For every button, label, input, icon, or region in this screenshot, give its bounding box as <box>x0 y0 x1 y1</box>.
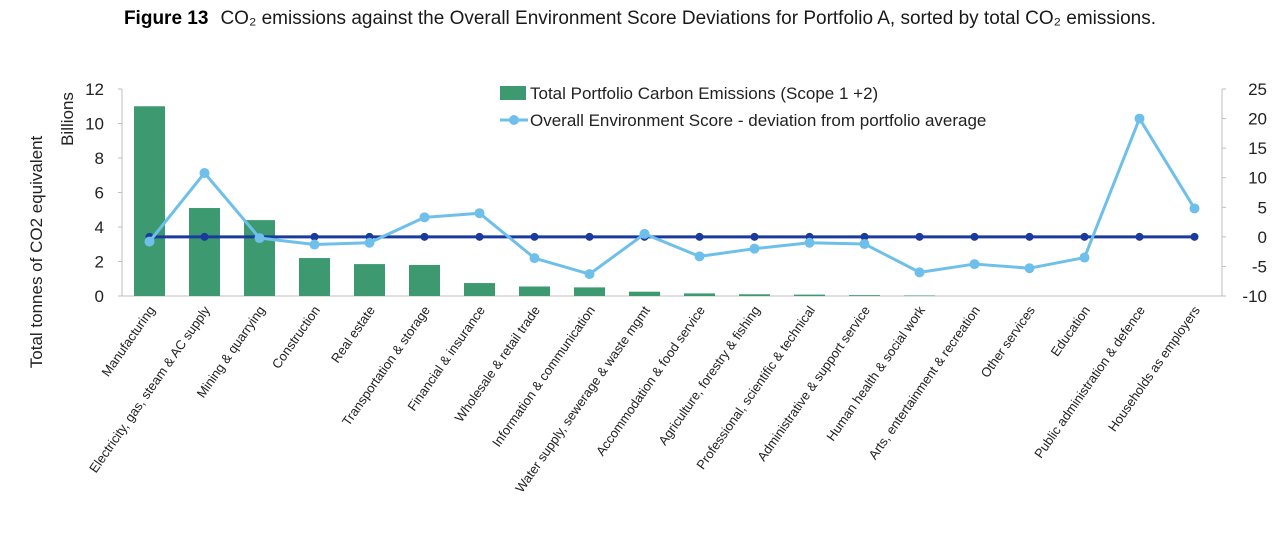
y-axis-title: Total tonnes of CO2 equivalent <box>27 135 46 368</box>
score-deviation-point <box>749 243 760 254</box>
x-tick-label: Information & communication <box>489 303 598 450</box>
score-deviation-point <box>584 269 595 280</box>
x-tick-label: Construction <box>269 303 323 371</box>
zero-baseline-point <box>1025 232 1034 241</box>
x-tick-label: Administrative & support service <box>754 303 873 464</box>
right-tick-label: 15 <box>1248 139 1267 158</box>
legend-label-score: Overall Environment Score - deviation fr… <box>530 111 986 130</box>
x-tick-label: Public administration & defence <box>1031 303 1148 461</box>
score-deviation-point <box>969 259 980 270</box>
score-deviation-point <box>859 238 870 249</box>
score-deviation-point <box>474 208 485 219</box>
figure-caption: CO₂ emissions against the Overall Enviro… <box>220 8 1157 29</box>
figure-title: Figure 13 CO₂ emissions against the Overa… <box>0 8 1280 30</box>
zero-baseline-point <box>530 232 539 241</box>
x-tick-label: Professional, scientific & technical <box>693 303 818 472</box>
zero-baseline-point <box>1080 232 1089 241</box>
zero-baseline-point <box>475 232 484 241</box>
bar <box>574 287 605 296</box>
score-deviation-point <box>1134 113 1145 124</box>
right-tick-label: -10 <box>1242 287 1267 306</box>
x-tick-label: Agriculture, forestry & fishing <box>655 303 763 448</box>
bar <box>299 258 330 296</box>
zero-baseline-point <box>420 232 429 241</box>
zero-baseline-point <box>695 232 704 241</box>
zero-baseline-point <box>1190 232 1199 241</box>
x-tick-label: Real estate <box>328 303 378 365</box>
zero-baseline-point <box>200 232 209 241</box>
bar <box>134 106 165 296</box>
score-deviation-point <box>419 212 430 223</box>
score-deviation-point <box>1189 203 1200 214</box>
legend-swatch-marker <box>509 115 519 125</box>
left-tick-label: 6 <box>95 184 104 203</box>
bar <box>464 283 495 296</box>
bar <box>629 291 660 296</box>
bar <box>244 220 275 296</box>
score-deviation-point <box>254 233 265 244</box>
left-tick-label: 10 <box>85 115 104 134</box>
legend-label-emissions: Total Portfolio Carbon Emissions (Scope … <box>530 84 878 103</box>
legend-swatch-bar <box>500 86 526 100</box>
x-tick-label: Education <box>1048 303 1093 359</box>
score-deviation-point <box>529 253 540 264</box>
score-deviation-point <box>309 239 320 250</box>
left-tick-label: 8 <box>95 149 104 168</box>
score-deviation-point <box>694 251 705 262</box>
bar <box>849 295 880 296</box>
right-tick-label: 5 <box>1258 198 1267 217</box>
x-tick-label: Manufacturing <box>98 303 158 379</box>
bar <box>904 295 935 296</box>
left-tick-label: 2 <box>95 253 104 272</box>
zero-baseline-point <box>860 232 869 241</box>
legend: Total Portfolio Carbon Emissions (Scope … <box>500 84 986 130</box>
bar <box>519 286 550 296</box>
score-deviation-point <box>199 167 210 178</box>
x-tick-label: Other services <box>978 303 1039 381</box>
line-series <box>144 113 1200 280</box>
score-deviation-point <box>144 236 155 247</box>
right-tick-label: 20 <box>1248 110 1267 129</box>
figure-label: Figure 13 <box>123 8 209 29</box>
score-deviation-point <box>914 267 925 278</box>
bar <box>794 294 825 296</box>
score-deviation-point <box>1024 263 1035 274</box>
y-axis-units: Billions <box>58 92 77 146</box>
right-tick-label: 10 <box>1248 169 1267 188</box>
score-deviation-point <box>1079 252 1090 263</box>
score-deviation-point <box>639 228 650 239</box>
x-tick-label: Households as employers <box>1105 303 1203 435</box>
bar <box>354 264 385 296</box>
bar <box>409 264 440 296</box>
zero-baseline-point <box>970 232 979 241</box>
left-tick-label: 12 <box>85 80 104 99</box>
zero-baseline-point <box>585 232 594 241</box>
score-deviation-point <box>804 237 815 248</box>
x-tick-label: Human health & social work <box>823 303 928 444</box>
left-tick-label: 0 <box>95 287 104 306</box>
zero-baseline-point <box>750 232 759 241</box>
score-deviation-line <box>148 117 1196 276</box>
x-tick-label: Arts, entertainment & recreation <box>865 303 983 462</box>
right-tick-label: -5 <box>1252 257 1267 276</box>
score-deviation-point <box>364 237 375 248</box>
right-tick-label: 0 <box>1258 228 1267 247</box>
zero-baseline-point <box>310 232 319 241</box>
x-tick-label: Accommodation & food service <box>593 303 708 458</box>
zero-baseline-point <box>915 232 924 241</box>
bar-series <box>134 106 935 296</box>
zero-baseline-point <box>1135 232 1144 241</box>
left-tick-label: 4 <box>95 218 104 237</box>
right-tick-label: 25 <box>1248 80 1267 99</box>
bar <box>189 208 220 296</box>
bar <box>684 293 715 296</box>
x-tick-label: Electricity, gas, steam & AC supply <box>86 303 213 476</box>
bar <box>739 294 770 296</box>
